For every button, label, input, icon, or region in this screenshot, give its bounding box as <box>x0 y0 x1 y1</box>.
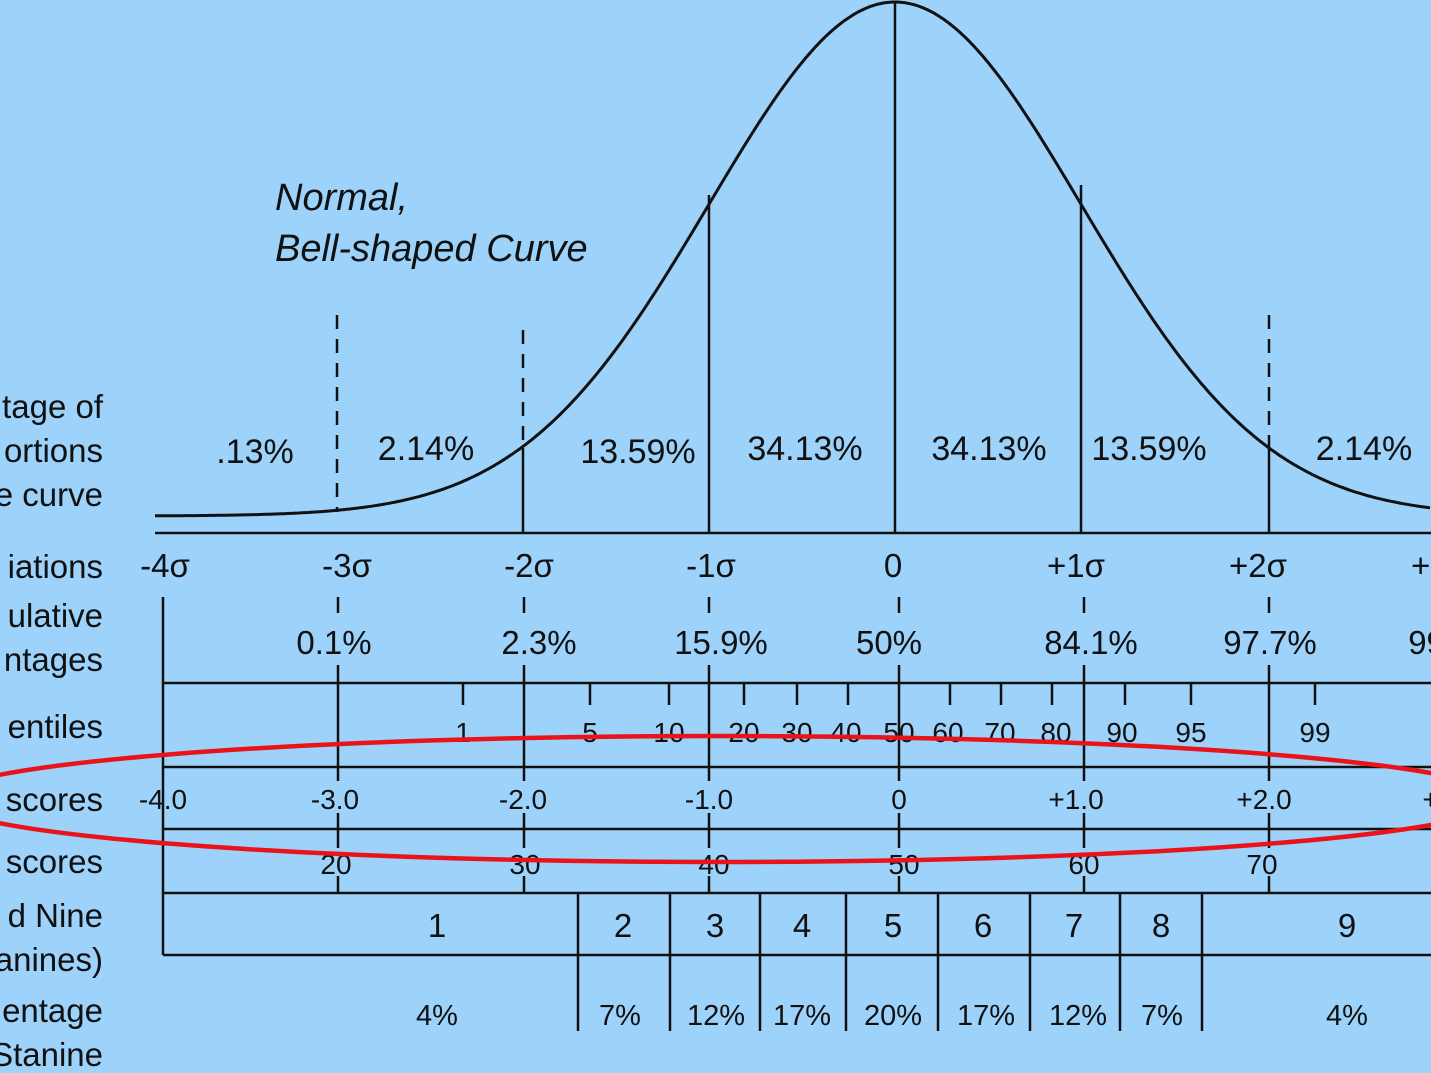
zscore-label: 0 <box>891 784 907 815</box>
sigma-label-minus2: -2σ <box>504 547 554 584</box>
row-labels: tage of ortions e curve iations ulative … <box>0 388 104 1073</box>
percentile-label: 70 <box>984 717 1015 748</box>
zscore-label: +3.0 <box>1422 784 1431 815</box>
zscore-label: -1.0 <box>685 784 733 815</box>
area-pct-1: .13% <box>216 433 294 471</box>
label-stanine-2: anines) <box>0 941 103 978</box>
stanine-pct-label: 7% <box>1141 1000 1183 1032</box>
tscore-label: 40 <box>698 849 729 880</box>
percentile-labels: 1 5 10 20 30 40 50 60 70 80 90 95 99 <box>455 717 1330 748</box>
stanine-pct-label: 12% <box>1049 1000 1107 1032</box>
stanine-label: 9 <box>1338 907 1356 944</box>
stanine-row: 1 2 3 4 5 6 7 8 9 <box>163 893 1431 1031</box>
stanine-pct-label: 4% <box>1326 1000 1368 1032</box>
stanine-label: 6 <box>974 907 992 944</box>
sigma-label-minus3: -3σ <box>322 547 372 584</box>
sigma-labels: -4σ -3σ -2σ -1σ 0 +1σ +2σ +3σ <box>140 547 1431 584</box>
percentile-label: 40 <box>830 717 861 748</box>
zscore-label: +2.0 <box>1236 784 1291 815</box>
cum-pct-6: 97.7% <box>1223 624 1317 661</box>
cum-pct-2: 2.3% <box>501 624 576 661</box>
cum-pct-7: 99.9% <box>1408 624 1431 661</box>
percentile-label: 30 <box>781 717 812 748</box>
stanine-pct-label: 20% <box>864 1000 922 1032</box>
diagram-title-line2: Bell-shaped Curve <box>275 228 588 270</box>
cumulative-row: 0.1% 2.3% 15.9% 50% 84.1% 97.7% 99.9% <box>161 597 1431 955</box>
area-percentages: .13% 2.14% 13.59% 34.13% 34.13% 13.59% 2… <box>216 430 1412 471</box>
label-stanine-1: d Nine <box>8 897 103 934</box>
zscore-label: -4.0 <box>139 784 187 815</box>
stanine-label: 3 <box>706 907 724 944</box>
percentile-label: 60 <box>932 717 963 748</box>
label-stanine-pct-1: entage <box>2 992 103 1029</box>
cum-pct-4: 50% <box>856 624 922 661</box>
stanine-pct-row: 4% 7% 12% 17% 20% 17% 12% 7% 4% <box>416 1000 1368 1032</box>
cum-pct-3: 15.9% <box>674 624 768 661</box>
stanine-label: 4 <box>793 907 811 944</box>
sigma-label-minus1: -1σ <box>686 547 736 584</box>
stanine-label: 8 <box>1152 907 1170 944</box>
percentile-label: 95 <box>1175 717 1206 748</box>
stanine-pct-label: 7% <box>599 1000 641 1032</box>
stanine-pct-label: 12% <box>687 1000 745 1032</box>
zscore-row: -4.0 -3.0 -2.0 -1.0 0 +1.0 +2.0 +3.0 <box>139 767 1431 831</box>
zscore-label: -3.0 <box>311 784 359 815</box>
stanine-label: 2 <box>614 907 632 944</box>
stanine-label: 7 <box>1065 907 1083 944</box>
area-pct-2: 2.14% <box>378 430 474 468</box>
stanine-pct-label: 17% <box>957 1000 1015 1032</box>
tscore-label: 50 <box>888 849 919 880</box>
tscore-label: 70 <box>1246 849 1277 880</box>
percentile-label: 5 <box>582 717 598 748</box>
area-pct-7: 2.14% <box>1316 430 1412 468</box>
label-deviations: iations <box>8 548 103 585</box>
stanine-label: 1 <box>428 907 446 944</box>
label-percentage-3: e curve <box>0 476 103 513</box>
label-percentage-1: tage of <box>2 388 104 425</box>
sigma-label-plus3: +3σ <box>1411 547 1431 584</box>
label-percentage-2: ortions <box>4 432 103 469</box>
cum-pct-5: 84.1% <box>1044 624 1138 661</box>
curve-dividers <box>155 2 1431 535</box>
zscore-label: +1.0 <box>1048 784 1103 815</box>
cum-pct-1: 0.1% <box>296 624 371 661</box>
bell-curve <box>155 0 1431 518</box>
percentile-label: 1 <box>455 717 471 748</box>
label-cumulative-2: ntages <box>4 641 103 678</box>
stanine-label: 5 <box>884 907 902 944</box>
label-zscores: scores <box>6 781 103 818</box>
label-cumulative-1: ulative <box>8 597 103 634</box>
stanine-pct-label: 4% <box>416 1000 458 1032</box>
zscore-highlight-ellipse <box>0 733 1431 865</box>
sigma-label-minus4: -4σ <box>140 547 190 584</box>
percentile-label: 50 <box>883 717 914 748</box>
tscore-label: 30 <box>509 849 540 880</box>
diagram-title-line1: Normal, <box>275 177 408 219</box>
percentile-label: 99 <box>1299 717 1330 748</box>
percentile-label: 20 <box>728 717 759 748</box>
label-stanine-pct-2: Stanine <box>0 1036 103 1073</box>
zscore-label: -2.0 <box>499 784 547 815</box>
stanine-pct-label: 17% <box>773 1000 831 1032</box>
area-pct-5: 34.13% <box>931 430 1046 468</box>
sigma-label-mean: 0 <box>884 547 902 584</box>
label-percentiles: entiles <box>8 708 103 745</box>
percentile-label: 10 <box>653 717 684 748</box>
area-pct-3: 13.59% <box>580 433 695 471</box>
label-tscores: scores <box>6 843 103 880</box>
percentile-row: 1 5 10 20 30 40 50 60 70 80 90 95 99 <box>163 683 1431 769</box>
area-pct-6: 13.59% <box>1091 430 1206 468</box>
sigma-label-plus1: +1σ <box>1047 547 1105 584</box>
percentile-ticks <box>461 683 1317 705</box>
sigma-label-plus2: +2σ <box>1229 547 1287 584</box>
area-pct-4: 34.13% <box>747 430 862 468</box>
